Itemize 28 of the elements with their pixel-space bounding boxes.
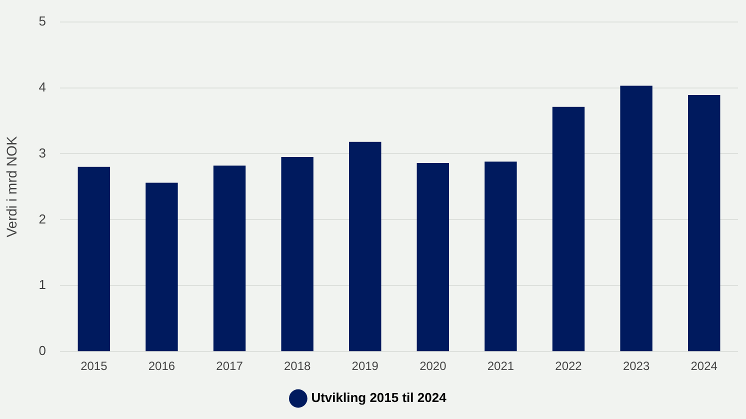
x-tick-label: 2021: [487, 359, 514, 374]
bar: [146, 182, 178, 352]
bar: [552, 106, 585, 352]
bar: [349, 142, 382, 352]
y-tick-label: 4: [38, 79, 46, 94]
x-tick-label: 2019: [352, 359, 379, 374]
x-tick-label: 2018: [284, 359, 311, 374]
bar: [416, 162, 450, 352]
bar: [620, 86, 652, 352]
x-tick-label: 2016: [148, 359, 176, 374]
y-axis-title: Verdi i mrd NOK: [3, 135, 20, 238]
x-tick-label: 2015: [80, 359, 108, 374]
x-tick-label: 2020: [420, 359, 447, 374]
bar: [688, 95, 720, 352]
legend-label: Utvikling 2015 til 2024: [311, 390, 448, 406]
y-tick-label: 1: [38, 277, 46, 292]
x-tick-label: 2022: [555, 359, 582, 374]
bar: [484, 162, 517, 352]
x-tick-label: 2023: [622, 359, 650, 374]
x-tick-label: 2024: [690, 359, 718, 374]
bar: [281, 157, 314, 352]
y-tick-label: 3: [38, 145, 46, 160]
y-tick-label: 0: [38, 343, 46, 358]
bar: [213, 166, 246, 352]
y-tick-label: 5: [38, 13, 46, 28]
y-tick-label: 2: [38, 211, 46, 226]
bar: [78, 166, 110, 352]
x-tick-label: 2017: [216, 359, 244, 374]
